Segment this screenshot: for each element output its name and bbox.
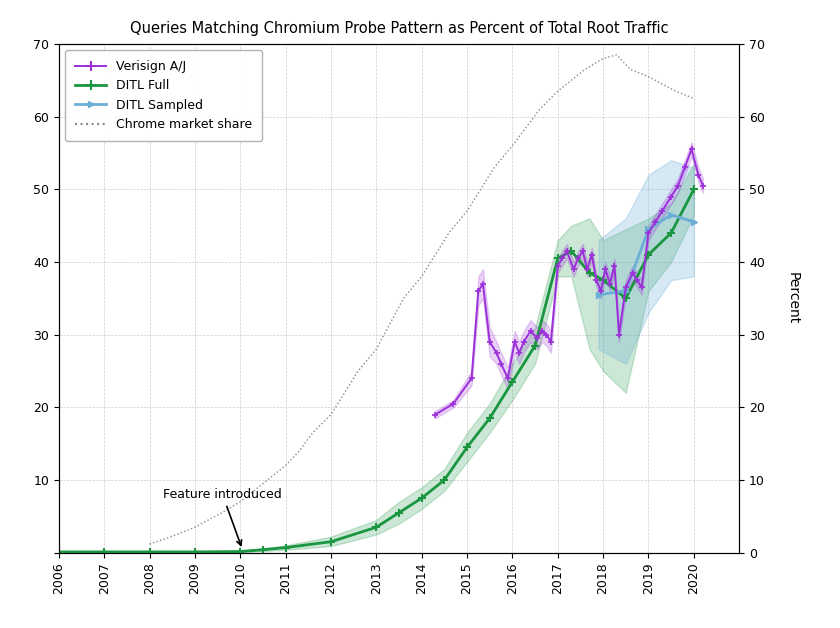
Title: Queries Matching Chromium Probe Pattern as Percent of Total Root Traffic: Queries Matching Chromium Probe Pattern … (129, 21, 669, 36)
Y-axis label: Percent: Percent (785, 272, 800, 325)
Legend: Verisign A/J, DITL Full, DITL Sampled, Chrome market share: Verisign A/J, DITL Full, DITL Sampled, C… (65, 50, 262, 141)
Text: Feature introduced: Feature introduced (163, 488, 282, 545)
